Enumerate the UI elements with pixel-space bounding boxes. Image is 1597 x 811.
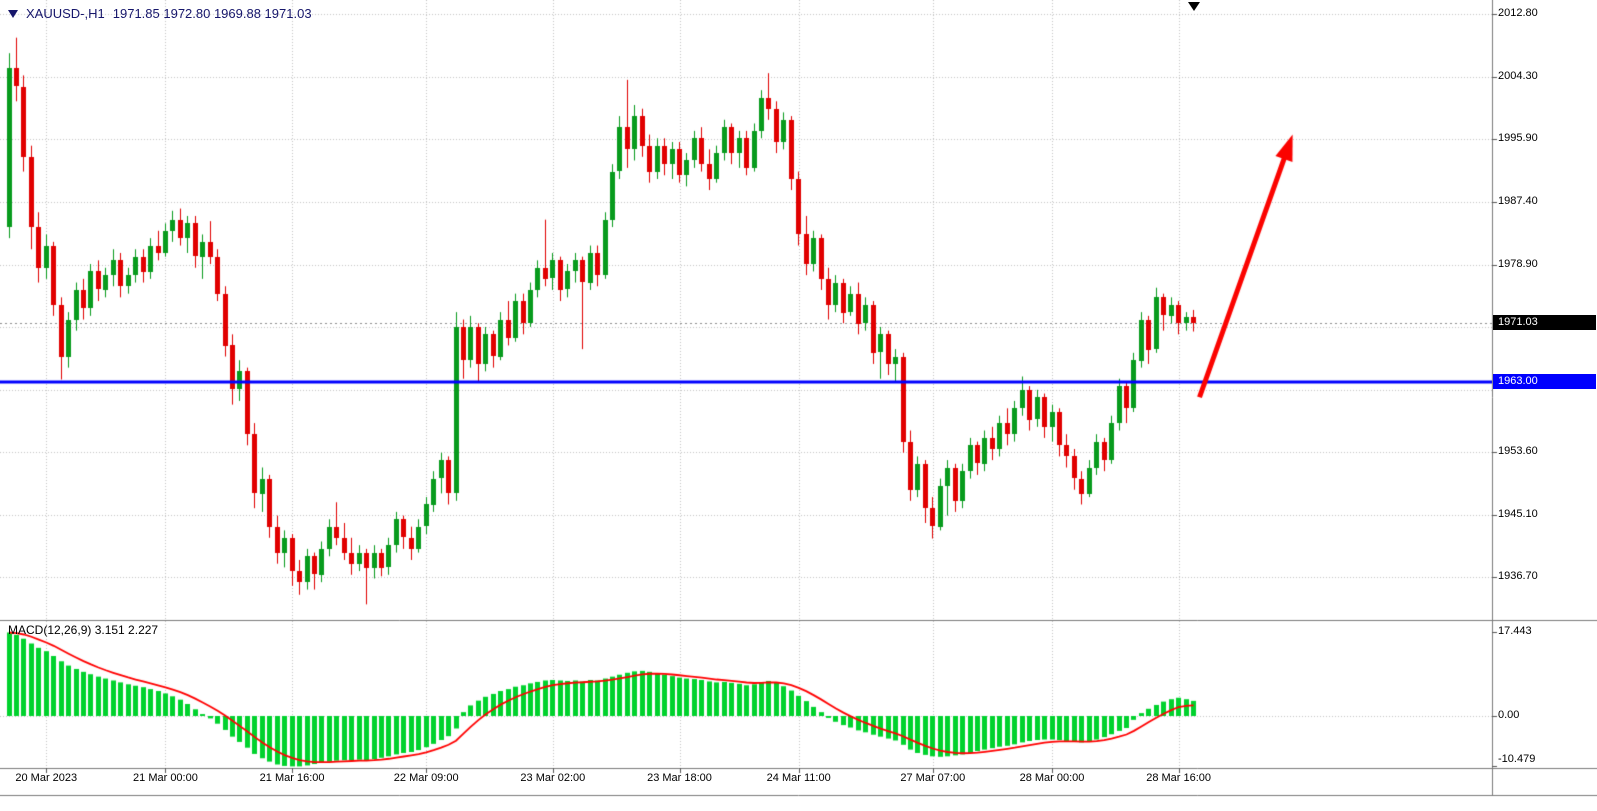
macd-indicator-label: MACD(12,26,9) 3.151 2.227 bbox=[8, 623, 159, 637]
level-price-tag[interactable]: 1963.00 bbox=[1493, 374, 1596, 390]
price-axis-label: 1945.10 bbox=[1498, 507, 1538, 520]
chart-shift-marker-icon[interactable] bbox=[1187, 2, 1200, 11]
price-axis-label: 2012.80 bbox=[1498, 7, 1538, 19]
macd-axis-label: 0.00 bbox=[1498, 709, 1520, 721]
price-axis[interactable]: 2012.80 2004.30 1995.90 1987.40 1978.90 1953.… bbox=[1492, 0, 1597, 795]
chart-symbol-header: XAUUSD-,H1 1971.85 1972.80 1969.88 1971.… bbox=[8, 6, 312, 21]
price-axis-label: 1987.40 bbox=[1498, 194, 1538, 207]
time-axis-label: 28 Mar 00:00 bbox=[1019, 772, 1085, 784]
price-axis-label: 1936.70 bbox=[1498, 570, 1538, 582]
macd-axis-label: 17.443 bbox=[1498, 625, 1532, 638]
time-axis[interactable]: 20 Mar 2023 21 Mar 00:00 21 Mar 16:00 22 Ma… bbox=[0, 768, 1492, 795]
symbol-timeframe-label: XAUUSD-,H1 bbox=[26, 6, 105, 21]
time-axis-label: 21 Mar 16:00 bbox=[259, 772, 325, 784]
time-axis-label: 22 Mar 09:00 bbox=[393, 772, 459, 784]
time-axis-label: 24 Mar 11:00 bbox=[766, 772, 831, 784]
macd-axis-label: -10.479 bbox=[1498, 753, 1536, 765]
price-axis-label: 1978.90 bbox=[1498, 257, 1538, 270]
price-axis-label: 1953.60 bbox=[1498, 444, 1538, 457]
symbol-flag-icon bbox=[8, 9, 18, 18]
time-axis-label: 23 Mar 02:00 bbox=[520, 772, 586, 784]
time-axis-label: 23 Mar 18:00 bbox=[647, 772, 712, 784]
price-axis-label: 2004.30 bbox=[1498, 69, 1538, 82]
time-axis-label: 27 Mar 07:00 bbox=[900, 772, 966, 784]
ohlc-readout: 1971.85 1972.80 1969.88 1971.03 bbox=[112, 6, 312, 21]
price-axis-label: 1995.90 bbox=[1498, 132, 1538, 145]
time-axis-label: 28 Mar 16:00 bbox=[1146, 772, 1212, 784]
time-axis-label: 21 Mar 00:00 bbox=[133, 772, 198, 784]
time-axis-label: 20 Mar 2023 bbox=[15, 772, 78, 784]
current-price-tag: 1971.03 bbox=[1493, 315, 1596, 331]
